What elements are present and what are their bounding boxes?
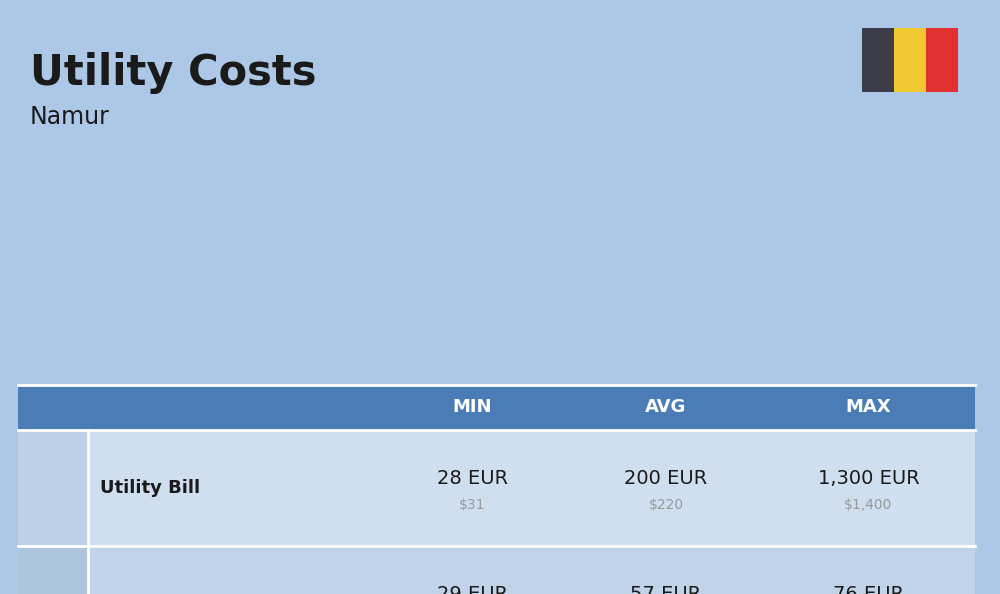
Text: $1,400: $1,400 [844, 498, 893, 513]
Text: 57 EUR: 57 EUR [630, 585, 702, 594]
Text: $220: $220 [648, 498, 684, 513]
Text: Namur: Namur [30, 105, 110, 129]
Text: 28 EUR: 28 EUR [437, 469, 508, 488]
Bar [18, 546, 88, 594]
Text: 29 EUR: 29 EUR [437, 585, 508, 594]
Text: 1,300 EUR: 1,300 EUR [818, 469, 919, 488]
Text: MAX: MAX [846, 399, 891, 416]
Text: AVG: AVG [645, 399, 687, 416]
Text: $31: $31 [459, 498, 486, 513]
Bar [18, 546, 975, 594]
Bar [894, 28, 926, 92]
Text: 76 EUR: 76 EUR [833, 585, 904, 594]
Text: MIN: MIN [453, 399, 492, 416]
Bar [18, 385, 975, 430]
Bar [18, 430, 975, 546]
Text: Utility Bill: Utility Bill [100, 479, 200, 497]
Bar [862, 28, 894, 92]
Text: Utility Costs: Utility Costs [30, 52, 316, 94]
Bar [18, 430, 88, 546]
Bar [926, 28, 958, 92]
Text: 200 EUR: 200 EUR [624, 469, 708, 488]
